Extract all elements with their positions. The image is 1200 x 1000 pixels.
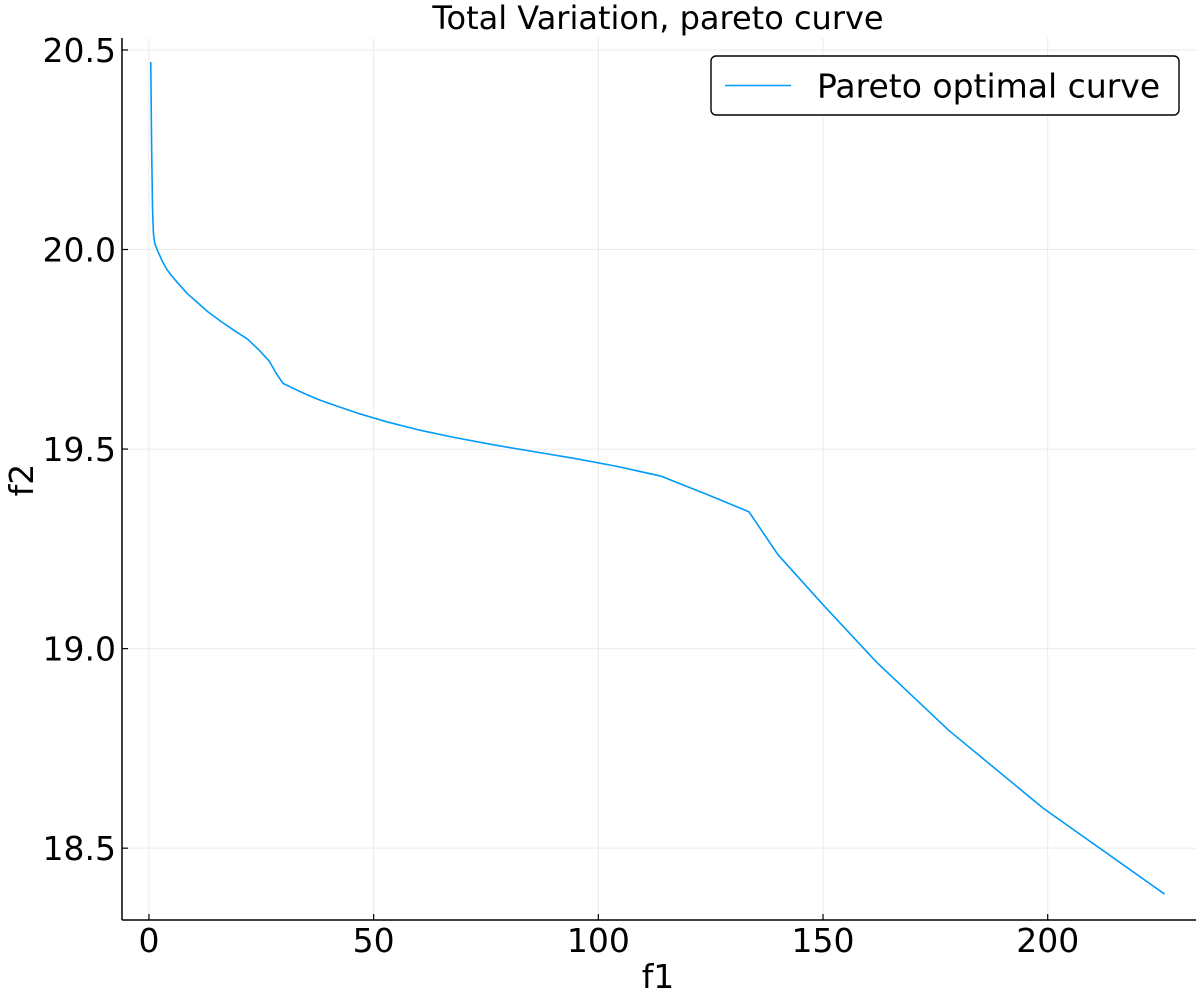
y-tick-label: 19.5 [43, 430, 116, 469]
series-line [149, 61, 1166, 895]
x-tick-label: 100 [567, 921, 630, 960]
y-tick-label: 20.5 [43, 31, 116, 70]
chart-title: Total Variation, pareto curve [431, 0, 883, 37]
x-tick-label: 150 [792, 921, 855, 960]
legend-box [710, 55, 1180, 116]
y-tick-label: 18.5 [43, 829, 116, 868]
y-tick-label: 19.0 [43, 630, 116, 669]
y-axis-label: f2 [2, 464, 41, 497]
axes [121, 38, 1196, 921]
y-tick-label: 20.0 [43, 231, 116, 270]
legend: Pareto optimal curve [710, 55, 1180, 116]
x-tick-label: 50 [353, 921, 395, 960]
x-tick-label: 0 [138, 921, 159, 960]
ticks: 0 50 100 150 200 18.5 19.0 19.5 20.0 20.5 [43, 31, 1080, 960]
x-tick-label: 200 [1016, 921, 1079, 960]
x-axis-label: f1 [642, 957, 675, 996]
series [149, 61, 1166, 895]
gridlines [122, 38, 1196, 920]
legend-label: Pareto optimal curve [817, 67, 1160, 106]
